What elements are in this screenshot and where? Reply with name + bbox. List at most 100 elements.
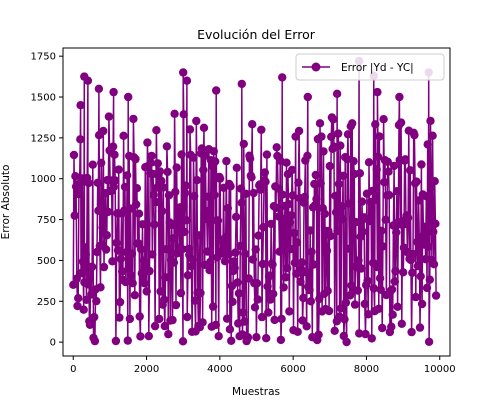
data-point [222,314,232,323]
data-point [429,260,439,269]
data-point [96,283,105,292]
y-tick-label: 1250 [31,133,56,144]
data-point [121,277,130,287]
data-point [88,160,98,169]
data-point [234,319,243,328]
data-point [189,153,198,162]
data-point [379,115,388,124]
data-point [414,196,423,205]
data-point [225,325,235,334]
data-point [406,166,415,175]
x-tick-label: 6000 [280,364,305,375]
data-point [147,151,156,161]
data-point [286,244,295,254]
data-point [229,257,239,266]
data-point [407,327,416,337]
data-point [292,238,302,247]
data-point [142,287,151,296]
data-point [143,138,152,147]
y-axis: 0 250 500 750 1000 1250 1500 1750 [31,52,63,349]
data-point [279,283,288,292]
data-point [74,294,83,303]
data-point [119,131,128,140]
data-point [349,157,358,166]
data-point [417,160,426,169]
data-point [215,174,225,183]
data-point [350,300,360,309]
data-point [227,336,236,345]
data-point [82,295,91,304]
data-point [373,87,382,97]
data-point [123,336,132,345]
data-point [251,245,260,254]
data-point [243,333,253,342]
data-point [231,248,240,257]
data-point [357,197,367,206]
x-tick-label: 10000 [424,364,456,375]
data-point [415,323,425,332]
data-point [327,132,336,141]
data-point [170,109,179,119]
data-point [145,266,154,276]
data-point [196,288,205,298]
data-point [329,142,339,151]
data-point [199,123,209,132]
data-point [389,161,399,171]
data-point [138,220,147,229]
data-point [298,316,307,325]
data-point [234,289,244,298]
data-point [252,279,262,288]
legend-box [295,53,445,81]
data-point [425,275,434,284]
data-point [401,155,410,164]
y-tick-label: 250 [37,297,56,308]
data-point [222,156,231,166]
data-point [324,306,334,316]
data-point [79,305,88,314]
data-point [150,220,159,229]
data-point [128,279,137,288]
data-point [392,228,401,237]
data-point [240,317,249,326]
data-point [190,191,199,201]
data-point [76,101,85,110]
data-point [338,171,348,180]
y-tick-label: 500 [37,256,56,267]
data-point [372,165,381,174]
data-point [104,112,114,121]
data-point [381,215,390,224]
data-point [336,141,345,150]
data-point [236,241,245,251]
data-point [375,132,384,141]
data-point [99,126,108,136]
data-point [131,154,140,164]
data-point [278,73,287,82]
data-point [367,334,376,343]
data-point [334,179,344,189]
data-point [334,129,343,138]
data-point [293,327,302,336]
data-point [83,280,93,289]
data-point [345,244,354,253]
data-point [273,184,283,193]
x-tick-label: 4000 [207,364,232,375]
data-point [396,118,406,127]
y-tick-label: 750 [37,215,56,226]
data-point [323,286,332,295]
data-point [180,188,190,198]
data-point [408,249,418,259]
data-point [326,231,335,241]
data-point [157,176,166,185]
data-point [80,243,90,252]
data-point [426,116,435,126]
data-point [155,314,164,324]
data-point [98,223,107,232]
data-point [296,277,305,286]
axes-frame [62,47,451,357]
data-point [290,258,300,268]
data-point [113,246,123,255]
data-point [355,169,365,178]
data-point [104,207,113,217]
data-point [130,291,139,300]
data-point [261,177,270,186]
